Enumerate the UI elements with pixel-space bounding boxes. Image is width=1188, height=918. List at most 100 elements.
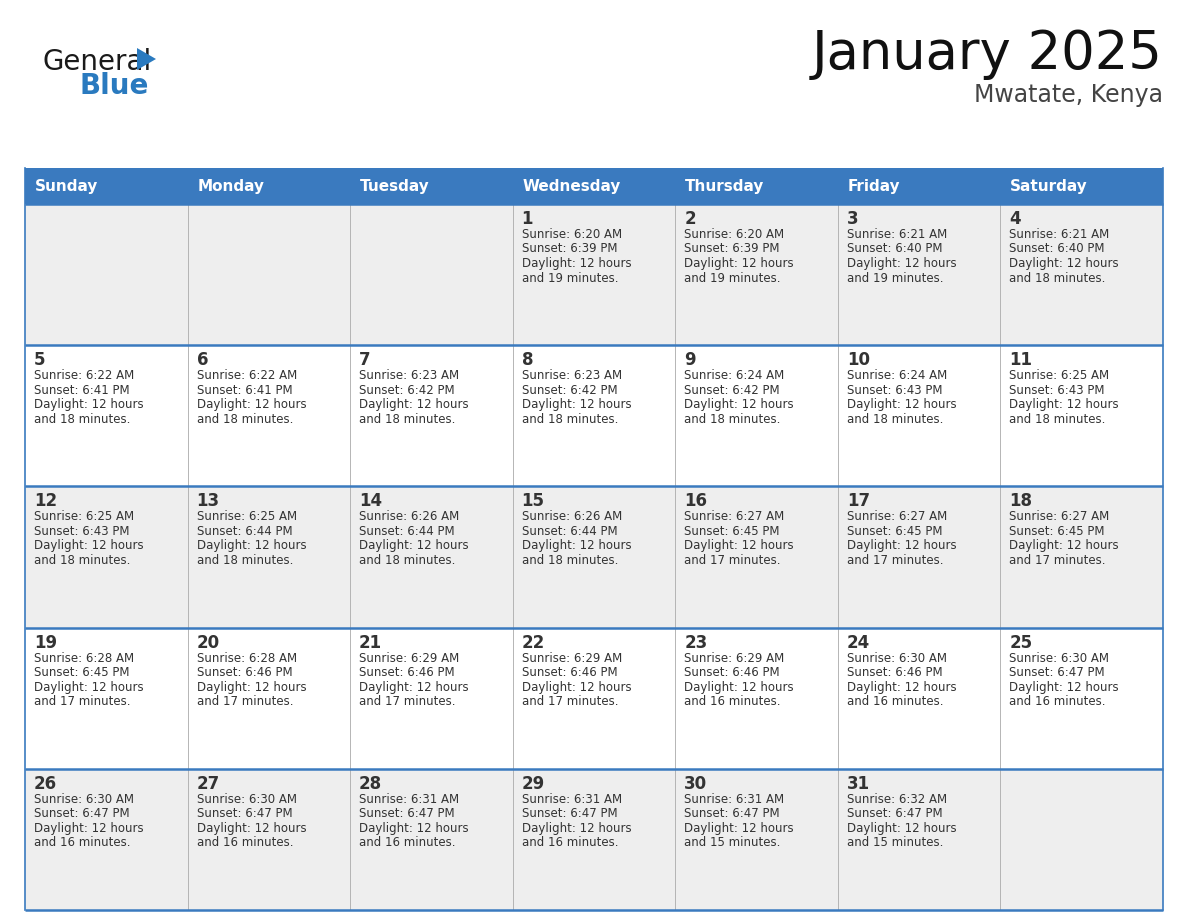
- Text: 9: 9: [684, 352, 696, 369]
- Text: Daylight: 12 hours: Daylight: 12 hours: [847, 822, 956, 834]
- Text: 31: 31: [847, 775, 870, 793]
- Text: and 18 minutes.: and 18 minutes.: [359, 413, 455, 426]
- Text: 27: 27: [196, 775, 220, 793]
- Text: Sunrise: 6:31 AM: Sunrise: 6:31 AM: [359, 793, 460, 806]
- Text: and 16 minutes.: and 16 minutes.: [359, 836, 455, 849]
- Text: 12: 12: [34, 492, 57, 510]
- Text: Daylight: 12 hours: Daylight: 12 hours: [34, 680, 144, 694]
- Bar: [25, 768, 1163, 910]
- Text: Sunset: 6:47 PM: Sunset: 6:47 PM: [34, 807, 129, 821]
- Text: 15: 15: [522, 492, 544, 510]
- Text: Sunset: 6:43 PM: Sunset: 6:43 PM: [1010, 384, 1105, 397]
- Text: 19: 19: [34, 633, 57, 652]
- Text: 1: 1: [522, 210, 533, 228]
- Text: Sunrise: 6:22 AM: Sunrise: 6:22 AM: [196, 369, 297, 382]
- Text: Tuesday: Tuesday: [360, 178, 430, 194]
- Text: and 17 minutes.: and 17 minutes.: [34, 695, 131, 708]
- Text: Sunrise: 6:30 AM: Sunrise: 6:30 AM: [847, 652, 947, 665]
- Text: 25: 25: [1010, 633, 1032, 652]
- Text: Sunset: 6:46 PM: Sunset: 6:46 PM: [359, 666, 455, 679]
- Text: Sunday: Sunday: [34, 178, 99, 194]
- Text: and 17 minutes.: and 17 minutes.: [684, 554, 781, 567]
- Text: Sunset: 6:39 PM: Sunset: 6:39 PM: [522, 242, 617, 255]
- Text: and 16 minutes.: and 16 minutes.: [196, 836, 293, 849]
- Text: Sunrise: 6:30 AM: Sunrise: 6:30 AM: [34, 793, 134, 806]
- Text: and 15 minutes.: and 15 minutes.: [847, 836, 943, 849]
- Text: Sunset: 6:45 PM: Sunset: 6:45 PM: [1010, 525, 1105, 538]
- Text: and 16 minutes.: and 16 minutes.: [847, 695, 943, 708]
- Text: Saturday: Saturday: [1010, 178, 1088, 194]
- Text: Sunrise: 6:29 AM: Sunrise: 6:29 AM: [684, 652, 784, 665]
- Text: 16: 16: [684, 492, 707, 510]
- Text: Sunrise: 6:25 AM: Sunrise: 6:25 AM: [34, 510, 134, 523]
- Text: Sunrise: 6:29 AM: Sunrise: 6:29 AM: [359, 652, 460, 665]
- Text: Sunrise: 6:24 AM: Sunrise: 6:24 AM: [684, 369, 784, 382]
- Text: Daylight: 12 hours: Daylight: 12 hours: [196, 398, 307, 411]
- Text: and 17 minutes.: and 17 minutes.: [1010, 554, 1106, 567]
- Text: Sunset: 6:47 PM: Sunset: 6:47 PM: [684, 807, 779, 821]
- Text: Daylight: 12 hours: Daylight: 12 hours: [847, 680, 956, 694]
- Text: Daylight: 12 hours: Daylight: 12 hours: [847, 398, 956, 411]
- Text: Sunset: 6:45 PM: Sunset: 6:45 PM: [847, 525, 942, 538]
- Text: 20: 20: [196, 633, 220, 652]
- Text: and 18 minutes.: and 18 minutes.: [847, 413, 943, 426]
- Text: and 18 minutes.: and 18 minutes.: [684, 413, 781, 426]
- Text: and 17 minutes.: and 17 minutes.: [196, 695, 293, 708]
- Text: Daylight: 12 hours: Daylight: 12 hours: [196, 540, 307, 553]
- Text: 7: 7: [359, 352, 371, 369]
- Text: Sunset: 6:44 PM: Sunset: 6:44 PM: [359, 525, 455, 538]
- Text: and 18 minutes.: and 18 minutes.: [196, 554, 293, 567]
- Text: 14: 14: [359, 492, 383, 510]
- Text: Sunset: 6:39 PM: Sunset: 6:39 PM: [684, 242, 779, 255]
- Text: Daylight: 12 hours: Daylight: 12 hours: [34, 540, 144, 553]
- Text: Daylight: 12 hours: Daylight: 12 hours: [684, 257, 794, 270]
- Text: Daylight: 12 hours: Daylight: 12 hours: [359, 822, 469, 834]
- Text: 13: 13: [196, 492, 220, 510]
- Text: 8: 8: [522, 352, 533, 369]
- Text: Sunset: 6:43 PM: Sunset: 6:43 PM: [34, 525, 129, 538]
- Text: Daylight: 12 hours: Daylight: 12 hours: [684, 822, 794, 834]
- Text: and 18 minutes.: and 18 minutes.: [522, 554, 618, 567]
- Text: 3: 3: [847, 210, 859, 228]
- Text: 21: 21: [359, 633, 383, 652]
- Text: and 19 minutes.: and 19 minutes.: [847, 272, 943, 285]
- Text: Sunrise: 6:28 AM: Sunrise: 6:28 AM: [196, 652, 297, 665]
- Text: Sunset: 6:46 PM: Sunset: 6:46 PM: [522, 666, 618, 679]
- Text: Daylight: 12 hours: Daylight: 12 hours: [684, 680, 794, 694]
- Text: and 16 minutes.: and 16 minutes.: [34, 836, 131, 849]
- Text: Sunrise: 6:25 AM: Sunrise: 6:25 AM: [196, 510, 297, 523]
- Text: 2: 2: [684, 210, 696, 228]
- Text: Sunrise: 6:27 AM: Sunrise: 6:27 AM: [684, 510, 784, 523]
- Text: Daylight: 12 hours: Daylight: 12 hours: [684, 540, 794, 553]
- Text: Sunset: 6:46 PM: Sunset: 6:46 PM: [196, 666, 292, 679]
- Text: Daylight: 12 hours: Daylight: 12 hours: [1010, 257, 1119, 270]
- Text: 26: 26: [34, 775, 57, 793]
- Bar: [25, 628, 1163, 768]
- Text: Daylight: 12 hours: Daylight: 12 hours: [196, 680, 307, 694]
- Text: Sunrise: 6:21 AM: Sunrise: 6:21 AM: [847, 228, 947, 241]
- Text: and 18 minutes.: and 18 minutes.: [34, 413, 131, 426]
- Text: Wednesday: Wednesday: [523, 178, 621, 194]
- Text: Daylight: 12 hours: Daylight: 12 hours: [1010, 540, 1119, 553]
- Text: 29: 29: [522, 775, 545, 793]
- Text: Daylight: 12 hours: Daylight: 12 hours: [522, 540, 631, 553]
- Text: Sunrise: 6:30 AM: Sunrise: 6:30 AM: [196, 793, 297, 806]
- Text: and 17 minutes.: and 17 minutes.: [522, 695, 618, 708]
- Text: Sunrise: 6:31 AM: Sunrise: 6:31 AM: [684, 793, 784, 806]
- Text: and 18 minutes.: and 18 minutes.: [196, 413, 293, 426]
- Text: Sunrise: 6:30 AM: Sunrise: 6:30 AM: [1010, 652, 1110, 665]
- Text: Thursday: Thursday: [685, 178, 764, 194]
- Text: Daylight: 12 hours: Daylight: 12 hours: [359, 540, 469, 553]
- Text: Sunset: 6:45 PM: Sunset: 6:45 PM: [34, 666, 129, 679]
- Text: Sunset: 6:45 PM: Sunset: 6:45 PM: [684, 525, 779, 538]
- Text: Sunrise: 6:28 AM: Sunrise: 6:28 AM: [34, 652, 134, 665]
- Text: and 18 minutes.: and 18 minutes.: [34, 554, 131, 567]
- Text: 30: 30: [684, 775, 707, 793]
- Text: 23: 23: [684, 633, 708, 652]
- Text: Daylight: 12 hours: Daylight: 12 hours: [359, 398, 469, 411]
- Text: Sunset: 6:44 PM: Sunset: 6:44 PM: [196, 525, 292, 538]
- Text: 10: 10: [847, 352, 870, 369]
- Text: Sunset: 6:40 PM: Sunset: 6:40 PM: [847, 242, 942, 255]
- Text: Daylight: 12 hours: Daylight: 12 hours: [847, 257, 956, 270]
- Text: Sunset: 6:41 PM: Sunset: 6:41 PM: [196, 384, 292, 397]
